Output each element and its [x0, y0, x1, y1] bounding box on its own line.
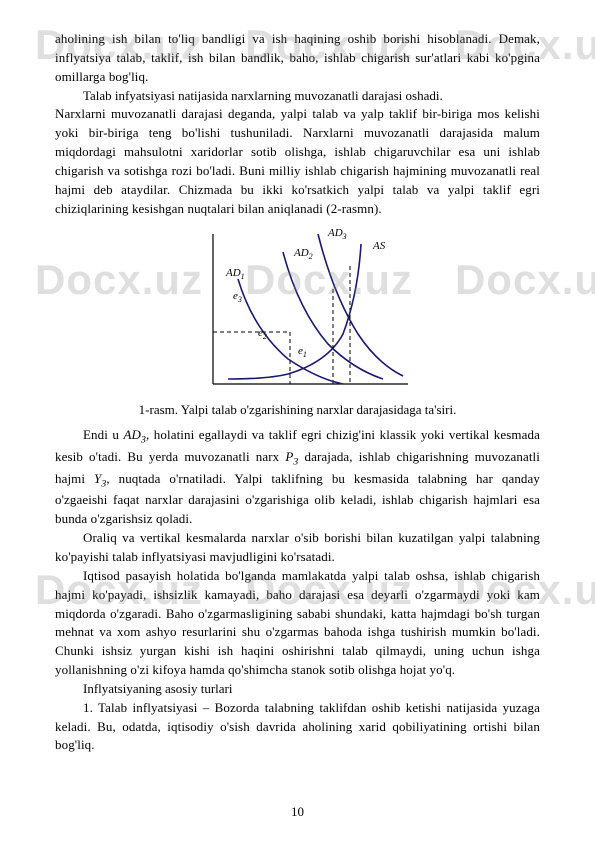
svg-text:AD1: AD1 [225, 267, 245, 281]
svg-text:AD3: AD3 [327, 227, 347, 241]
body-paragraph: 1. Talab inflyatsiyasi – Bozorda talabni… [55, 699, 540, 756]
body-paragraph: Talab infyatsiyasi natijasida narxlarnin… [55, 87, 540, 106]
svg-text:e1: e1 [298, 345, 307, 359]
body-paragraph: aholining ish bilan to'liq bandligi va i… [55, 30, 540, 87]
math-symbol: AD3 [123, 427, 146, 442]
demand-supply-chart: AD1 AD2 AD3 AS e1 e2 e3 [178, 224, 418, 399]
body-paragraph: Iqtisod pasayish holatida bo'lganda maml… [55, 567, 540, 680]
body-paragraph: Endi u AD3, holatini egallaydi va taklif… [55, 426, 540, 529]
math-symbol: Y3 [94, 471, 106, 486]
body-paragraph: Oraliq va vertikal kesmalarda narxlar o'… [55, 529, 540, 567]
svg-text:e3: e3 [233, 290, 242, 304]
svg-text:AD2: AD2 [293, 247, 313, 261]
text-fragment: Endi u [83, 427, 123, 442]
text-fragment: , nuqtada o'rnatiladi. Yalpi taklifning … [55, 471, 540, 527]
svg-text:e2: e2 [258, 327, 267, 341]
chart-container: AD1 AD2 AD3 AS e1 e2 e3 [55, 224, 540, 399]
chart-caption: 1-rasm. Yalpi talab o'zgarishining narxl… [55, 401, 540, 420]
section-heading: Inflyatsiyaning asosiy turlari [55, 680, 540, 699]
svg-text:AS: AS [372, 240, 386, 252]
body-paragraph: Narxlarni muvozanatli darajasi deganda, … [55, 105, 540, 218]
math-symbol: P3 [285, 449, 298, 464]
page-number: 10 [0, 803, 595, 822]
